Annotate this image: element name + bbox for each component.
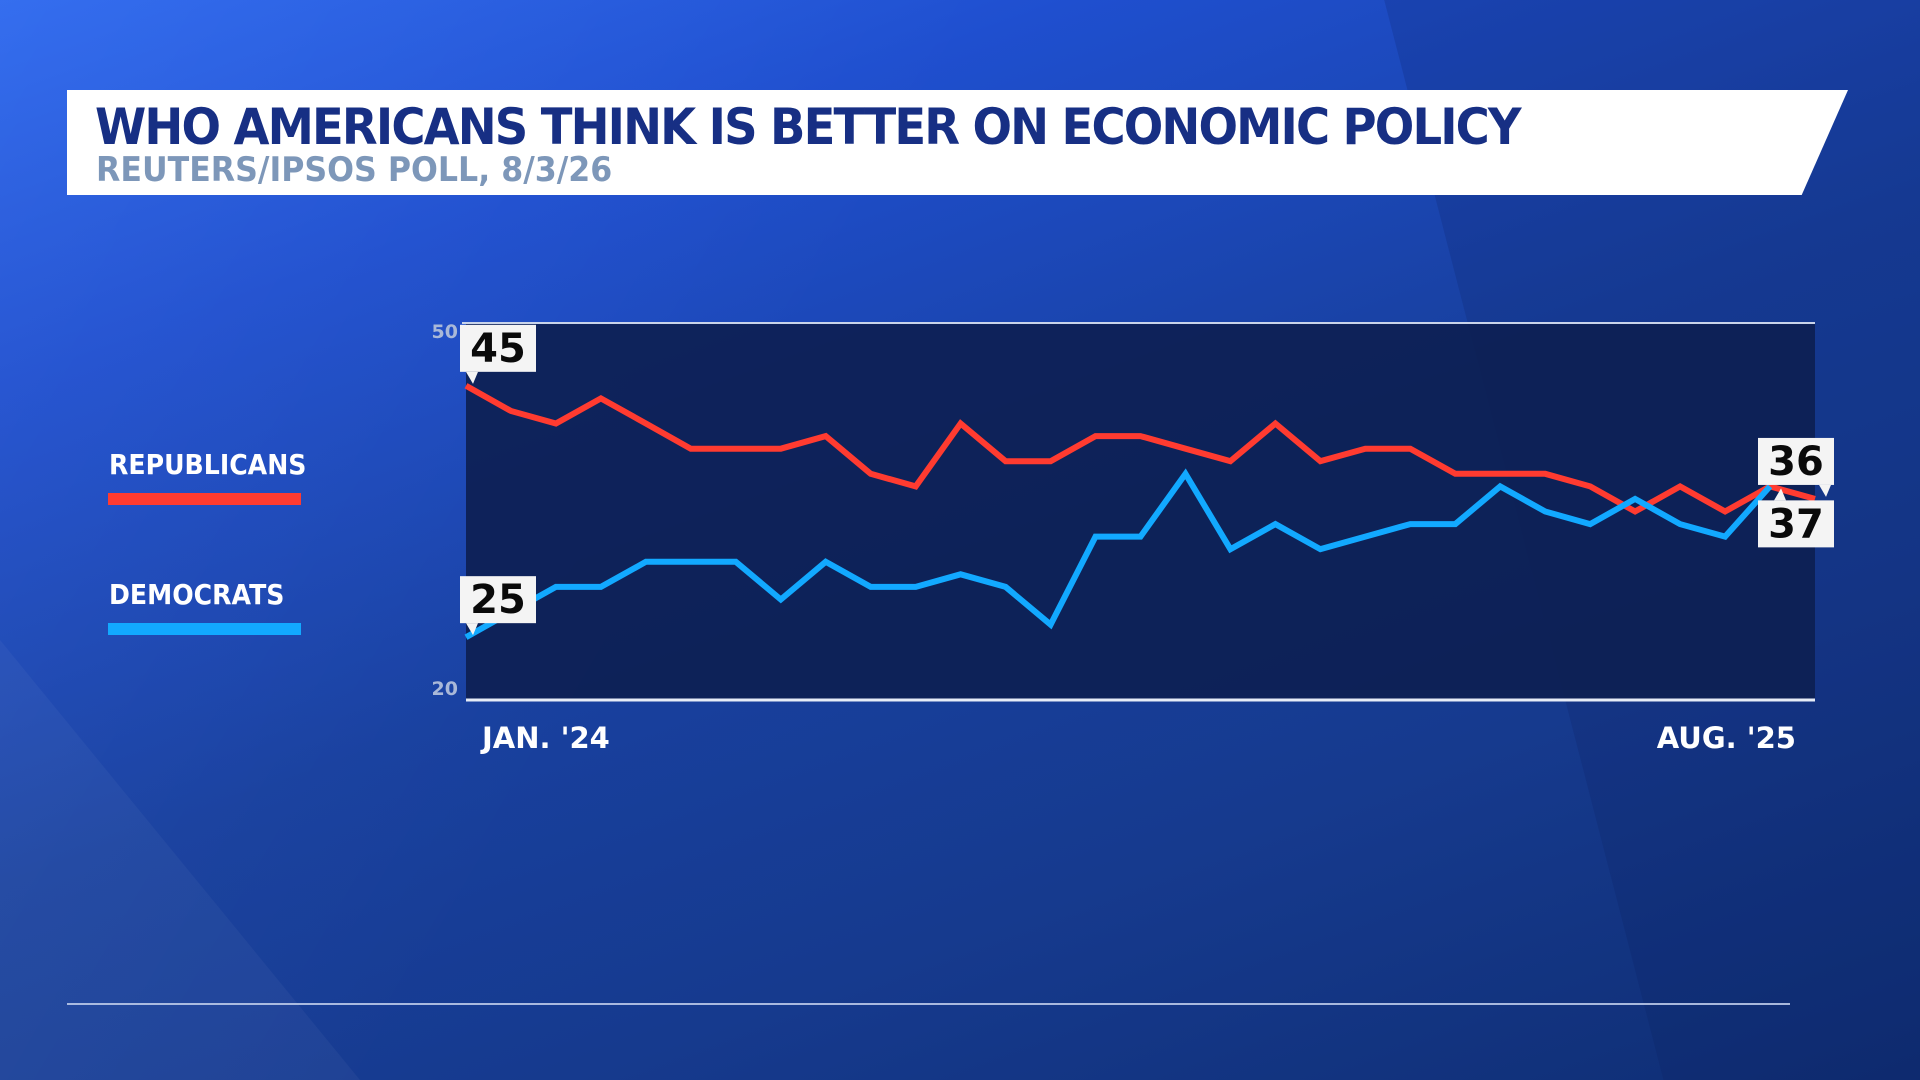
- data-label-republicans-start: 45: [460, 324, 536, 384]
- bottom-divider: [67, 1003, 1790, 1005]
- data-label-democrats-end: 37: [1758, 488, 1834, 548]
- data-label-value: 37: [1768, 501, 1824, 547]
- series-line-republicans: [464, 383, 1816, 515]
- data-label-republicans-end: 36: [1758, 437, 1834, 497]
- series-line-democrats: [464, 468, 1773, 640]
- data-label-value: 45: [470, 326, 526, 372]
- legend-swatch-republicans: [108, 493, 301, 505]
- x-tick-label: JAN. '24: [480, 721, 610, 755]
- data-label-democrats-start: 25: [460, 576, 536, 636]
- plot-area: [466, 323, 1815, 700]
- chart-subtitle: REUTERS/IPSOS POLL, 8/3/26: [96, 150, 613, 190]
- y-tick-label: 50: [432, 321, 458, 343]
- y-tick-label: 20: [432, 678, 458, 700]
- legend-swatch-democrats: [108, 623, 301, 635]
- data-label-value: 25: [470, 577, 526, 623]
- data-label-value: 36: [1768, 439, 1824, 485]
- legend-label-republicans: REPUBLICANS: [109, 448, 307, 481]
- title-banner: WHO AMERICANS THINK IS BETTER ON ECONOMI…: [67, 90, 1848, 195]
- x-tick-label: AUG. '25: [1657, 721, 1796, 755]
- legend-label-democrats: DEMOCRATS: [109, 578, 285, 611]
- chart-title: WHO AMERICANS THINK IS BETTER ON ECONOMI…: [95, 98, 1522, 156]
